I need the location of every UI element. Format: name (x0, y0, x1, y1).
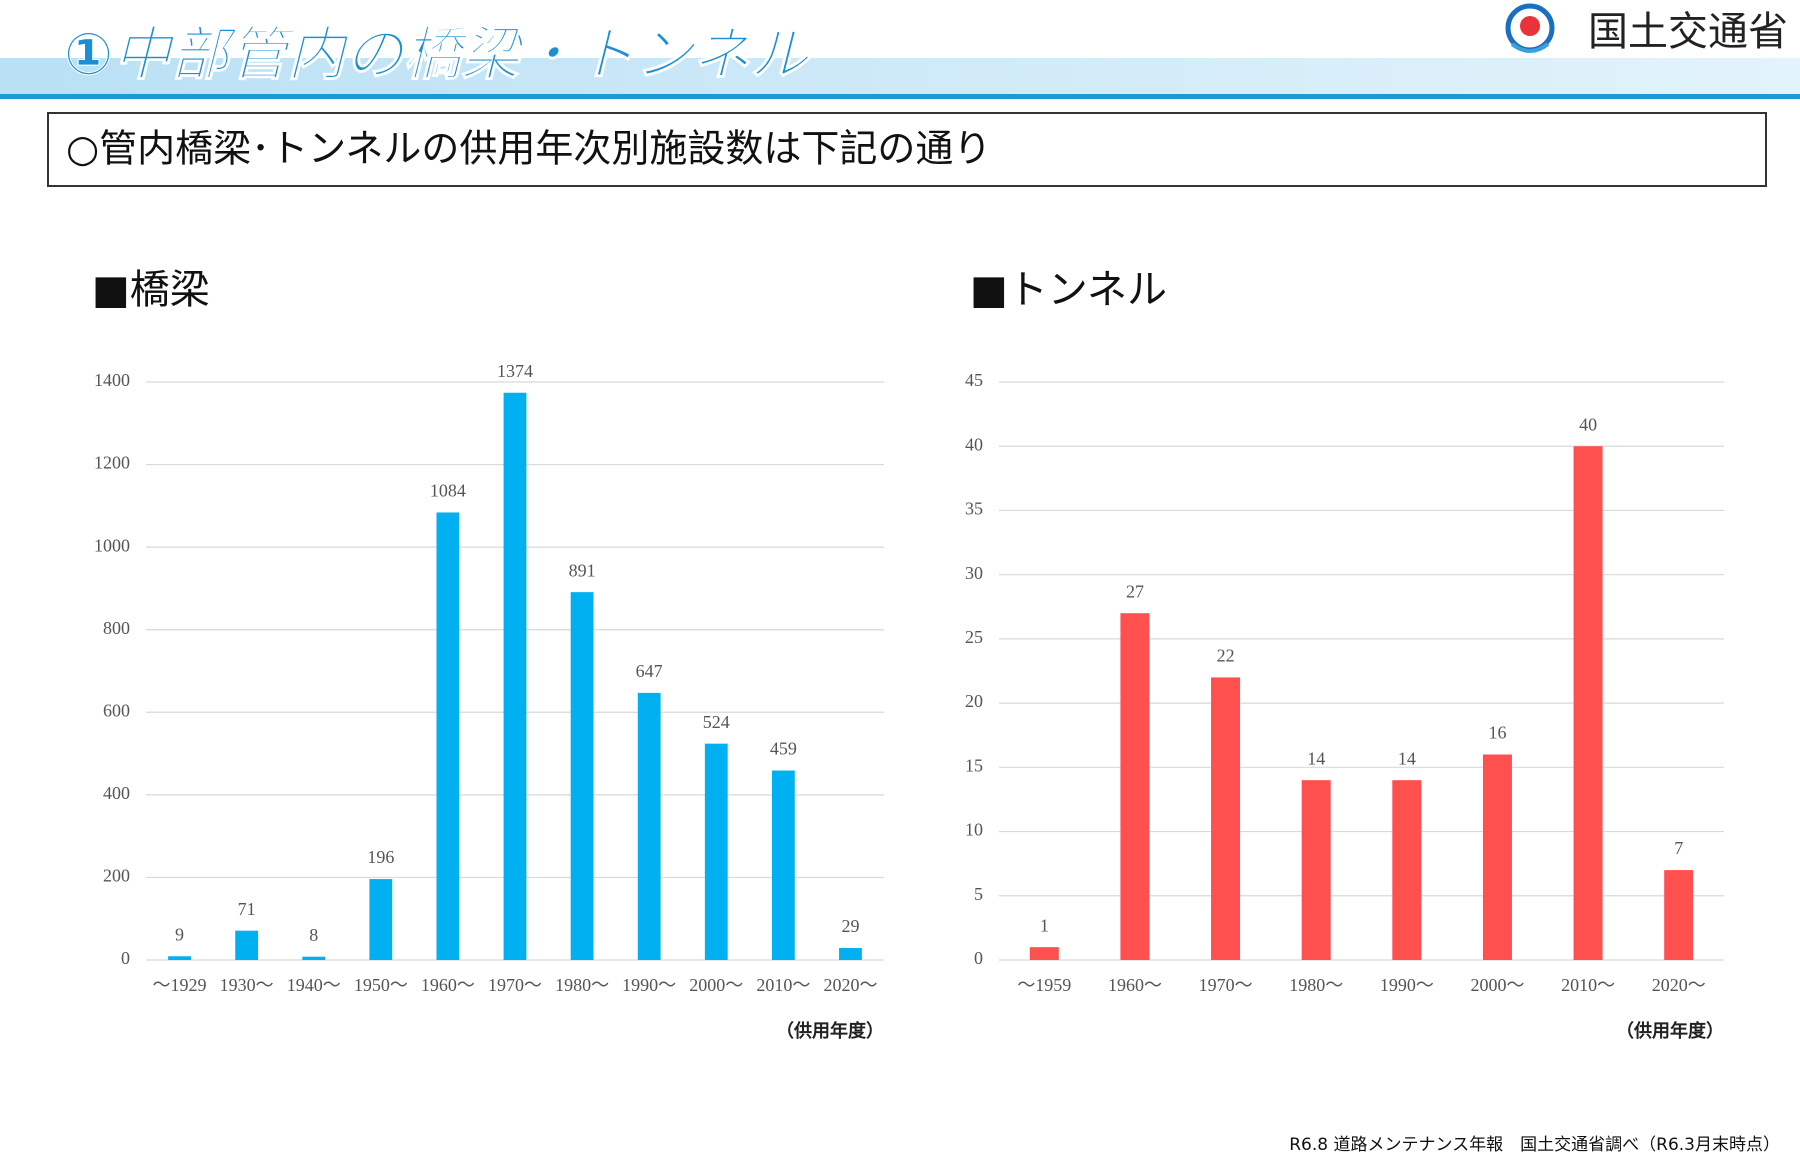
value-label: 27 (1126, 581, 1144, 601)
subtitle-box (47, 112, 1767, 187)
y-tick-label: 1000 (94, 535, 130, 555)
bar (1211, 677, 1241, 960)
y-tick-label: 800 (103, 618, 130, 638)
x-tick-label: 1970～ (488, 975, 542, 995)
bar (1573, 446, 1603, 960)
x-tick-label: 1960～ (421, 975, 475, 995)
value-label: 14 (1307, 748, 1325, 768)
x-tick-label: 1960～ (1108, 975, 1162, 995)
logo-text: 国土交通省 (1588, 9, 1788, 55)
y-tick-label: 600 (103, 700, 130, 720)
value-label: 22 (1217, 646, 1235, 666)
value-label: 459 (770, 739, 797, 759)
y-tick-label: 5 (974, 884, 983, 904)
x-tick-label: 2020～ (1652, 975, 1706, 995)
bar (235, 930, 259, 960)
logo-icon (1505, 3, 1555, 53)
x-tick-label: 1980～ (1289, 975, 1343, 995)
x-tick-label: 1970～ (1199, 975, 1253, 995)
header-title: ①中部管内の橋梁・トンネル (64, 20, 811, 88)
chart-title: ■橋梁 (92, 267, 210, 313)
x-tick-label: 2010～ (756, 975, 810, 995)
x-axis-label: （供用年度） (776, 1020, 884, 1042)
value-label: 29 (841, 916, 859, 936)
bar (1482, 754, 1512, 960)
y-tick-label: 40 (965, 434, 983, 454)
x-tick-label: 2000～ (1470, 975, 1524, 995)
x-tick-label: ～1929 (153, 975, 207, 995)
y-tick-label: 1400 (94, 370, 130, 390)
y-tick-label: 45 (965, 370, 983, 390)
source-note: R6.8 道路メンテナンス年報 国土交通省調べ（R6.3月末時点） (1289, 1135, 1780, 1155)
x-tick-label: 2010～ (1561, 975, 1615, 995)
value-label: 16 (1488, 723, 1506, 743)
x-tick-label: 2020～ (823, 975, 877, 995)
value-label: 1 (1040, 915, 1049, 935)
value-label: 1084 (430, 481, 466, 501)
bar (771, 770, 795, 960)
x-tick-label: 1990～ (622, 975, 676, 995)
value-label: 8 (309, 925, 318, 945)
y-tick-label: 200 (103, 866, 130, 886)
y-tick-label: 10 (965, 820, 983, 840)
bar (637, 692, 661, 960)
header-band (0, 58, 1800, 94)
bar (1120, 613, 1150, 960)
header-rule (0, 94, 1800, 99)
y-tick-label: 30 (965, 563, 983, 583)
bar (436, 512, 460, 960)
bar (369, 879, 393, 960)
bar (1664, 870, 1694, 960)
y-tick-label: 0 (974, 948, 983, 968)
bar (570, 592, 594, 960)
bar (1029, 947, 1059, 960)
y-tick-label: 20 (965, 691, 983, 711)
value-label: 14 (1398, 748, 1416, 768)
y-tick-label: 15 (965, 755, 983, 775)
x-tick-label: 1940～ (287, 975, 341, 995)
y-tick-label: 35 (965, 499, 983, 519)
value-label: 7 (1674, 838, 1683, 858)
value-label: 196 (367, 847, 394, 867)
value-label: 1374 (497, 361, 533, 381)
x-tick-label: 1950～ (354, 975, 408, 995)
y-tick-label: 0 (121, 948, 130, 968)
value-label: 891 (569, 560, 596, 580)
x-tick-label: ～1959 (1017, 975, 1071, 995)
bar (302, 956, 326, 960)
x-tick-label: 1930～ (220, 975, 274, 995)
subtitle: ○管内橋梁･トンネルの供用年次別施設数は下記の通り (66, 127, 991, 171)
x-tick-label: 1990～ (1380, 975, 1434, 995)
value-label: 71 (238, 899, 256, 919)
value-label: 40 (1579, 414, 1597, 434)
bar (1392, 780, 1422, 960)
bar (704, 743, 728, 960)
x-tick-label: 1980～ (555, 975, 609, 995)
value-label: 9 (175, 924, 184, 944)
chart-title: ■トンネル (970, 267, 1167, 313)
y-tick-label: 25 (965, 627, 983, 647)
bar (1301, 780, 1331, 960)
bar (503, 392, 527, 961)
x-tick-label: 2000～ (689, 975, 743, 995)
x-axis-label: （供用年度） (1616, 1020, 1724, 1042)
bar (168, 956, 191, 960)
bar (839, 948, 862, 960)
y-tick-label: 400 (103, 783, 130, 803)
y-tick-label: 1200 (94, 453, 130, 473)
value-label: 647 (636, 661, 663, 681)
value-label: 524 (703, 712, 730, 732)
